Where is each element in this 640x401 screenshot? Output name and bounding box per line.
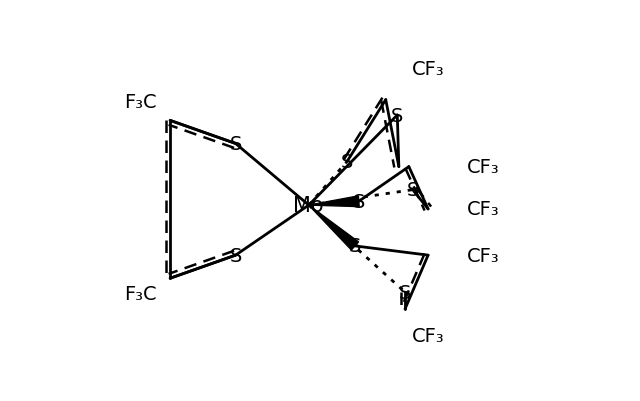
Text: F₃C: F₃C [124, 284, 157, 304]
Text: S: S [349, 237, 361, 256]
Text: F₃C: F₃C [124, 92, 157, 111]
Text: CF₃: CF₃ [412, 327, 444, 346]
Text: CF₃: CF₃ [467, 246, 499, 265]
Text: S: S [229, 246, 242, 265]
Text: S: S [391, 106, 403, 125]
Polygon shape [308, 196, 359, 207]
Text: Mo: Mo [293, 196, 324, 216]
Text: CF₃: CF₃ [412, 60, 444, 79]
Text: S: S [341, 152, 353, 171]
Polygon shape [308, 206, 358, 250]
Text: CF₃: CF₃ [467, 158, 499, 177]
Text: S: S [406, 181, 419, 200]
Text: CF₃: CF₃ [467, 200, 499, 219]
Text: S: S [399, 283, 411, 302]
Text: S: S [229, 135, 242, 154]
Text: S: S [353, 192, 365, 211]
